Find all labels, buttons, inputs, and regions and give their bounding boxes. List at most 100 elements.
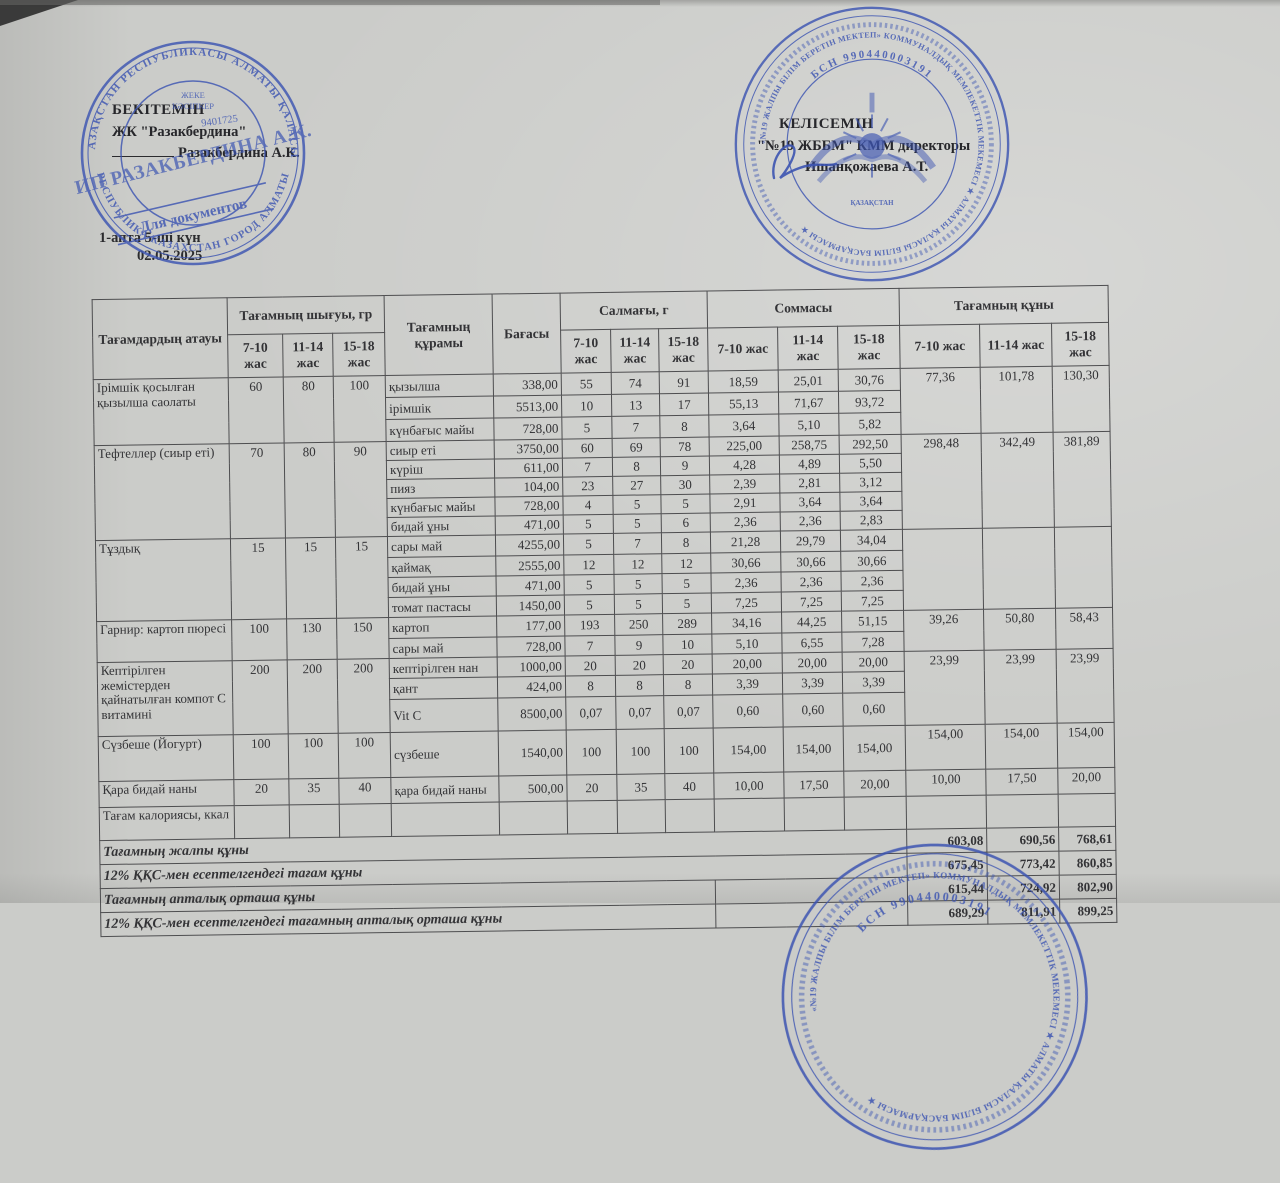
cost-cell: 154,00 — [1057, 722, 1115, 769]
empty-cell — [234, 804, 290, 839]
weight-cell: 0,07 — [663, 694, 714, 729]
sum-cell: 3,12 — [839, 472, 902, 493]
empty-cell — [665, 798, 715, 833]
age-header: 15-18 жас — [1051, 322, 1110, 367]
col-header-weight: Салмағы, г — [560, 291, 708, 331]
stamp-school-bin: БСН 990440003191 — [809, 48, 934, 81]
sum-cell: 5,10 — [711, 633, 783, 655]
weight-cell: 20 — [566, 774, 618, 802]
price-cell: 4255,00 — [495, 534, 564, 557]
weight-cell: 91 — [659, 371, 709, 394]
price-cell: 728,00 — [496, 636, 566, 658]
price-cell: 1450,00 — [496, 595, 565, 617]
age-header: 11-14 жас — [282, 333, 334, 377]
sum-cell: 6,55 — [781, 632, 843, 654]
output-cell: 60 — [228, 376, 285, 444]
age-header: 15-18 жас — [332, 332, 386, 377]
weight-cell: 10 — [561, 394, 612, 418]
ingredient-cell: томат пастасы — [388, 596, 497, 618]
weight-cell: 5 — [564, 574, 615, 596]
weight-cell: 100 — [616, 728, 665, 775]
approval-left-company: ЖК "Разакбердина" — [112, 123, 247, 140]
cost-cell: 77,36 — [900, 367, 982, 435]
sum-cell: 2,36 — [711, 572, 782, 594]
sum-cell: 3,64 — [839, 491, 903, 512]
dish-name-cell: Ірімшік қосылған қызылша саолаты — [93, 377, 230, 446]
ingredient-cell: қаймақ — [387, 556, 497, 578]
sum-cell: 2,39 — [709, 474, 780, 495]
weight-cell: 23 — [562, 476, 613, 497]
school-stamp: «№19 ЖАЛПЫ БІЛІМ БЕРЕТІН МЕКТЕП» КОММУНА… — [734, 6, 1010, 282]
cost-cell: 39,26 — [903, 609, 985, 652]
sum-cell: 7,25 — [781, 591, 842, 613]
weight-cell: 8 — [663, 673, 713, 696]
sum-cell: 154,00 — [843, 725, 906, 772]
sum-cell: 3,39 — [782, 672, 843, 695]
price-cell: 2555,00 — [495, 555, 565, 577]
weight-cell: 8 — [661, 532, 711, 554]
empty-cell — [289, 804, 340, 838]
ingredient-cell: қызылша — [385, 374, 494, 398]
weight-cell: 12 — [613, 553, 663, 575]
sum-cell: 7,28 — [841, 631, 905, 653]
weight-cell: 5 — [563, 533, 614, 556]
dish-name-cell: Тефтеллер (сиыр еті) — [94, 443, 231, 541]
price-cell: 500,00 — [498, 775, 568, 802]
sum-cell: 51,15 — [841, 610, 904, 633]
ingredient-cell: күнбағыс майы — [385, 418, 495, 442]
weight-cell: 10 — [662, 634, 713, 655]
menu-date: 02.05.2025 — [137, 248, 203, 264]
cost-cell: 130,30 — [1052, 365, 1111, 433]
price-cell: 471,00 — [495, 515, 564, 536]
weight-cell: 8 — [565, 675, 616, 698]
sum-cell: 7,25 — [841, 590, 904, 612]
sum-cell: 30,66 — [710, 552, 782, 574]
signature-line — [112, 144, 174, 158]
price-cell: 1540,00 — [498, 730, 567, 776]
age-header: 15-18 жас — [658, 328, 709, 372]
weight-cell: 5 — [662, 573, 712, 594]
weight-cell: 5 — [564, 594, 615, 616]
sum-cell: 30,66 — [780, 551, 842, 573]
empty-cell — [567, 800, 618, 835]
weight-cell: 7 — [611, 415, 661, 439]
weight-cell: 40 — [664, 772, 715, 800]
weight-cell: 193 — [564, 614, 615, 637]
cost-cell: 23,99 — [904, 650, 986, 726]
output-cell: 100 — [233, 733, 289, 780]
sum-cell: 0,60 — [712, 694, 784, 728]
dish-name-cell: Қара бидай наны — [98, 779, 235, 808]
output-cell: 80 — [283, 376, 335, 443]
price-cell: 728,00 — [493, 417, 563, 441]
sum-cell: 7,25 — [711, 592, 782, 614]
output-cell: 200 — [337, 658, 391, 734]
sum-cell: 2,36 — [781, 571, 842, 593]
weight-cell: 5 — [614, 593, 663, 615]
scanned-document-page: БЕКІТЕМІН ЖК "Разакбердина" Разакбердина… — [0, 0, 1280, 1150]
ingredient-cell: сүзбеше — [390, 730, 499, 778]
weight-cell: 5 — [662, 593, 712, 614]
empty-cell — [906, 795, 987, 830]
ingredient-cell: Vit C — [389, 697, 499, 733]
dish-name-cell: Кептірілген жемістерден қайнатылған комп… — [97, 660, 234, 737]
sum-cell: 55,13 — [708, 392, 779, 416]
cost-cell: 381,89 — [1053, 431, 1112, 528]
price-cell: 3750,00 — [494, 439, 563, 460]
output-cell: 100 — [333, 375, 387, 443]
sum-cell: 44,25 — [781, 611, 842, 634]
ingredient-cell: күріш — [386, 459, 495, 480]
ingredient-cell: бидай ұны — [387, 516, 496, 537]
cost-cell: 154,00 — [985, 723, 1058, 770]
weight-cell: 8 — [615, 674, 664, 697]
sum-cell: 4,28 — [709, 455, 780, 476]
price-cell: 8500,00 — [497, 697, 567, 731]
cost-cell — [1054, 526, 1113, 609]
output-cell: 80 — [284, 442, 336, 538]
output-cell: 70 — [229, 442, 286, 539]
sum-cell: 17,50 — [783, 771, 845, 799]
age-header: 15-18 жас — [837, 325, 901, 370]
cost-cell: 23,99 — [1056, 648, 1115, 724]
output-cell: 130 — [286, 618, 338, 660]
ingredient-cell: сары май — [387, 535, 496, 558]
stamp-bottom-bin: БСН 990440003191 — [851, 881, 997, 936]
